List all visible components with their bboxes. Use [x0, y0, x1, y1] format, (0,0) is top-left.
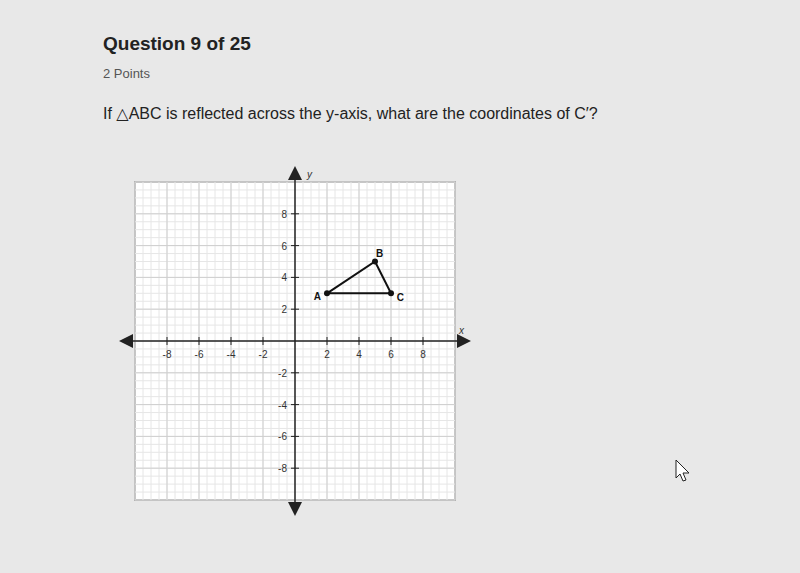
tick-label: -2: [259, 349, 268, 360]
arrow: [288, 502, 302, 516]
arrow: [457, 334, 471, 348]
grid-line: [167, 182, 168, 500]
points: 2 Points: [103, 66, 150, 81]
question-text: If △ABC is reflected across the y-axis, …: [103, 104, 598, 123]
grid-line: [391, 182, 392, 500]
tick-label: -6: [278, 431, 287, 442]
tick-label: 8: [281, 209, 287, 220]
fine-grid: [135, 404, 455, 405]
graph: -8 -6 -4 -2 2 4 6 8 -8 -6 -4 -2 2 4 6 8 x y A B C: [0, 0, 800, 573]
fine-grid: [359, 182, 360, 500]
arrow: [288, 166, 302, 180]
axis-label: y: [306, 169, 313, 180]
tick-label: -4: [227, 349, 236, 360]
tick-label: 8: [420, 349, 426, 360]
tick-label: 4: [356, 349, 362, 360]
grid-line: [135, 372, 455, 373]
tick: [231, 337, 232, 345]
fine-grid: [135, 468, 455, 469]
grid-line: [199, 182, 200, 500]
tick-label: -4: [278, 400, 287, 411]
fine-grid: [231, 182, 232, 500]
grid-line: [135, 277, 455, 278]
tick-label: -8: [163, 349, 172, 360]
marks: [324, 259, 394, 297]
vertex-label: B: [376, 248, 383, 259]
vertex: [324, 290, 330, 296]
tick-label: 2: [324, 349, 330, 360]
fine-grid: [135, 213, 455, 214]
tick: [291, 372, 299, 373]
fine-grid: [391, 182, 392, 500]
tick: [199, 337, 200, 345]
tick: [263, 337, 264, 345]
y-axis: [294, 174, 296, 508]
fine-grid: [135, 245, 455, 246]
vertex: [372, 259, 378, 265]
tick-label: -8: [278, 463, 287, 474]
tick-label: 6: [388, 349, 394, 360]
tick-label: -2: [278, 368, 287, 379]
grid-line: [135, 213, 455, 214]
fine-grid: [327, 182, 328, 500]
fine-grid: [167, 182, 168, 500]
fine-grid: [135, 436, 455, 437]
grid-line: [359, 182, 360, 500]
grid-line: [135, 436, 455, 437]
tick: [291, 309, 299, 310]
triangle: [327, 262, 391, 294]
fine-grid: [199, 182, 200, 500]
grid-line: [423, 182, 424, 500]
tick: [327, 337, 328, 345]
tick: [291, 277, 299, 278]
question-number: Question 9 of 25: [103, 33, 251, 55]
fine-grid: [423, 182, 424, 500]
tick: [359, 337, 360, 345]
tick: [291, 213, 299, 214]
grid-line: [135, 468, 455, 469]
tick-label: 2: [281, 304, 287, 315]
fine-grid: [263, 182, 264, 500]
tick: [167, 337, 168, 345]
arrow: [119, 334, 133, 348]
tick-label: 4: [281, 272, 287, 283]
tick: [291, 245, 299, 246]
tick: [291, 436, 299, 437]
grid-line: [327, 182, 328, 500]
grid-line: [135, 309, 455, 310]
cursor: [676, 460, 689, 481]
grid-line: [231, 182, 232, 500]
tick: [291, 404, 299, 405]
tick: [291, 468, 299, 469]
tick-label: -6: [195, 349, 204, 360]
axis-label: x: [458, 325, 465, 336]
fine-grid: [135, 277, 455, 278]
vertex-label: C: [397, 292, 404, 303]
vertex: [388, 290, 394, 296]
fine-grid: [135, 372, 455, 373]
vertex-label: A: [314, 291, 321, 302]
grid-line: [135, 245, 455, 246]
fine-grid: [135, 309, 455, 310]
tick: [423, 337, 424, 345]
tick-label: 6: [281, 241, 287, 252]
tick: [391, 337, 392, 345]
grid-line: [263, 182, 264, 500]
grid-line: [135, 404, 455, 405]
